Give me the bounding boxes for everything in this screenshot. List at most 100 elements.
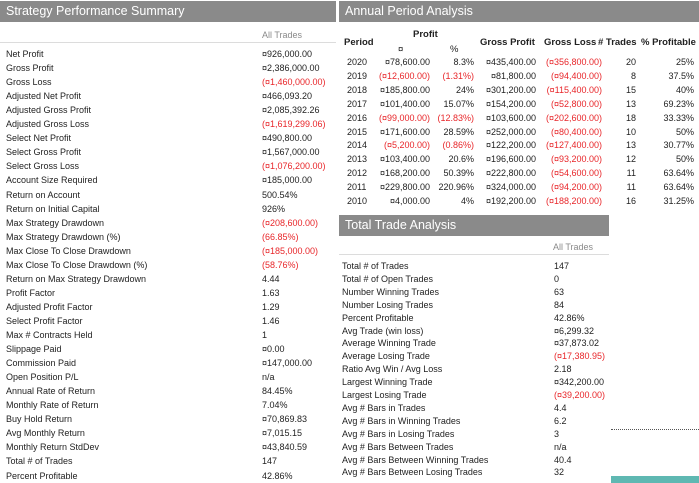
strategy-label: Gross Loss [6,77,52,88]
strategy-value: (¤1,619,299.06) [262,119,326,130]
strategy-row: Max Strategy Drawdown (%) (66.85%) [6,230,336,244]
trade-label: Avg # Bars Between Winning Trades [342,454,489,465]
dotted-separator [611,429,699,430]
strategy-header-divider [0,42,336,43]
strategy-row: Adjusted Gross Loss (¤1,619,299.06) [6,117,336,131]
annual-cell-period: 2013 [347,154,368,165]
strategy-value: 1 [262,330,268,340]
strategy-value: (58.76%) [262,259,299,270]
strategy-label: Select Gross Profit [6,147,82,158]
annual-cell-profit: ¤103,400.00 [379,154,430,165]
annual-header-pct-profitable: % Profitable [641,37,696,48]
trade-value: 2.18 [554,364,572,375]
trade-row: Largest Losing Trade (¤39,200.00) [342,388,607,402]
strategy-row: Slippage Paid ¤0.00 [6,342,336,356]
annual-cell-pct-profitable: 30.77% [663,140,694,151]
trade-label: Largest Losing Trade [342,390,427,400]
strategy-label: Select Gross Loss [6,161,80,172]
trade-analysis-title: Total Trade Analysis [339,215,609,236]
annual-cell-pct: (1.31%) [442,70,474,81]
annual-cell-gross-loss: (¤356,800.00) [545,57,602,67]
trade-value: (¤17,380.95) [554,351,606,362]
strategy-row: Net Profit ¤926,000.00 [6,47,336,61]
annual-cell-gross-profit: ¤192,200.00 [485,196,536,206]
annual-cell-period: 2011 [347,182,367,193]
annual-header-gross-loss: Gross Loss [544,37,597,48]
trade-row: Avg # Bars in Losing Trades 3 [342,427,607,441]
strategy-row: Adjusted Net Profit ¤466,093.20 [6,89,336,103]
trade-row: Ratio Avg Win / Avg Loss 2.18 [342,362,607,376]
annual-cell-gross-loss: (¤54,600.00) [550,168,602,179]
trade-label: Avg # Bars in Losing Trades [342,428,455,439]
strategy-row: Select Gross Profit ¤1,567,000.00 [6,145,336,159]
strategy-label: Max # Contracts Held [6,330,93,340]
trade-label: Percent Profitable [342,312,414,323]
strategy-value: (¤1,076,200.00) [262,161,326,172]
annual-header-profit: Profit [413,29,438,40]
strategy-value: ¤1,567,000.00 [262,147,320,158]
annual-cell-gross-profit: ¤103,600.00 [485,112,536,123]
strategy-label: Account Size Required [6,175,98,186]
strategy-label: Max Strategy Drawdown (%) [6,231,121,242]
strategy-label: Avg Monthly Return [6,428,85,439]
annual-cell-pct: 8.3% [453,57,474,67]
annual-cell-gross-profit: ¤81,800.00 [490,70,536,81]
trade-value: 147 [554,261,570,271]
strategy-value: ¤466,093.20 [262,91,313,102]
annual-cell-profit: ¤185,800.00 [379,84,430,95]
annual-cell-pct: 24% [455,84,474,95]
trade-row: Avg # Bars Between Trades n/a [342,440,607,454]
strategy-label: Select Net Profit [6,133,72,144]
trade-row: Number Winning Trades 63 [342,285,607,299]
annual-cell-trades: 20 [625,57,636,67]
strategy-value: 84.45% [262,386,293,397]
teal-accent-bar [611,476,699,483]
strategy-row: Adjusted Profit Factor 1.29 [6,300,336,314]
strategy-value: ¤2,085,392.26 [262,105,320,116]
strategy-row: Avg Monthly Return ¤7,015.15 [6,426,336,440]
annual-cell-pct: (0.86%) [442,140,474,151]
annual-cell-period: 2014 [347,140,368,151]
annual-cell-profit: ¤4,000.00 [389,196,430,206]
strategy-label: Total # of Trades [6,456,73,467]
trade-value: ¤342,200.00 [554,377,605,388]
strategy-value: 1.63 [262,287,280,298]
strategy-label: Adjusted Profit Factor [6,301,93,312]
annual-cell-period: 2015 [347,126,368,137]
strategy-label: Adjusted Net Profit [6,91,82,102]
annual-cell-profit: ¤229,800.00 [379,182,430,193]
trade-label: Ratio Avg Win / Avg Loss [342,364,443,375]
trade-value: (¤39,200.00) [554,390,606,400]
trade-row: Avg # Bars in Winning Trades 6.2 [342,414,607,428]
strategy-row: Account Size Required ¤185,000.00 [6,173,336,187]
strategy-label: Return on Max Strategy Drawdown [6,273,147,284]
annual-cell-pct-profitable: 31.25% [663,196,694,206]
strategy-value: ¤7,015.15 [262,428,303,439]
annual-cell-pct: 28.59% [443,126,474,137]
trade-value: 63 [554,286,565,297]
strategy-label: Monthly Rate of Return [6,400,99,411]
annual-cell-period: 2018 [347,84,368,95]
annual-cell-profit: ¤171,600.00 [379,126,430,137]
strategy-row: Profit Factor 1.63 [6,286,336,300]
strategy-value: ¤147,000.00 [262,358,313,369]
annual-cell-gross-loss: (¤127,400.00) [545,140,602,151]
annual-cell-gross-profit: ¤222,800.00 [485,168,536,179]
strategy-label: Gross Profit [6,63,54,74]
annual-cell-trades: 11 [626,168,636,179]
trade-row: Largest Winning Trade ¤342,200.00 [342,375,607,389]
annual-cell-gross-loss: (¤94,200.00) [550,182,602,193]
annual-cell-gross-loss: (¤115,400.00) [546,84,602,95]
strategy-row: Gross Profit ¤2,386,000.00 [6,61,336,75]
annual-cell-pct-profitable: 25% [675,57,694,67]
annual-cell-pct-profitable: 69.23% [663,98,694,109]
strategy-label: Net Profit [6,49,44,59]
annual-cell-pct: 20.6% [448,154,474,165]
trade-value: 6.2 [554,415,567,426]
annual-cell-trades: 10 [625,126,636,137]
strategy-row: Select Net Profit ¤490,800.00 [6,131,336,145]
annual-cell-period: 2010 [347,196,368,206]
strategy-row: Commission Paid ¤147,000.00 [6,356,336,370]
annual-cell-pct-profitable: 37.5% [668,70,694,81]
trade-row: Avg # Bars Between Losing Trades 32 [342,465,607,479]
